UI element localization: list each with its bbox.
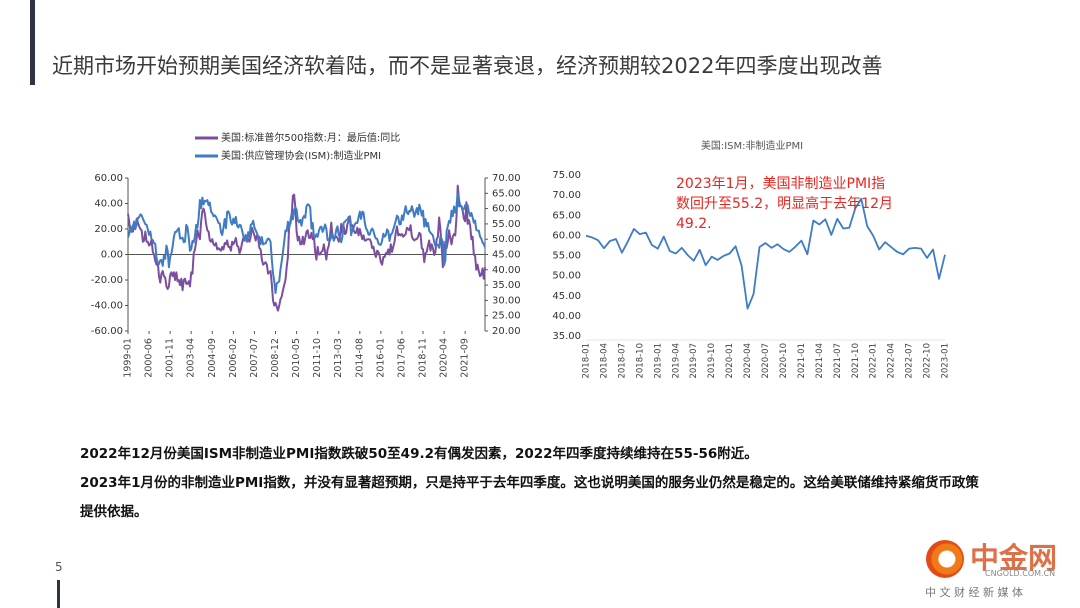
y-tick-label: -40.00 — [91, 301, 123, 312]
y2-tick-label: 20.00 — [492, 326, 521, 337]
y-tick-label: 20.00 — [94, 224, 123, 235]
y2-tick-label: 70.00 — [492, 173, 521, 184]
series-line — [585, 197, 946, 310]
y-tick-label: 60.00 — [552, 230, 581, 241]
x-tick-label: 2018-10 — [635, 343, 645, 379]
x-tick-label: 2019-04 — [671, 343, 681, 379]
x-tick-label: 2016-01 — [375, 338, 386, 378]
y-tick-label: 70.00 — [552, 190, 581, 201]
x-tick-label: 2018-01 — [582, 343, 592, 379]
x-tick-label: 2019-01 — [653, 343, 663, 379]
x-tick-label: 2020-07 — [761, 343, 771, 379]
x-tick-label: 2022-10 — [923, 343, 933, 379]
x-tick-label: 2021-07 — [833, 343, 843, 379]
x-tick-label: 2022-01 — [869, 343, 879, 379]
x-tick-label: 2021-10 — [851, 343, 861, 379]
x-tick-label: 1999-01 — [123, 338, 134, 378]
y-tick-label: 55.00 — [552, 251, 581, 262]
x-tick-label: 2011-10 — [312, 338, 323, 378]
legend-label: 美国:标准普尔500指数:月：最后值:同比 — [221, 131, 400, 144]
x-tick-label: 2017-06 — [396, 338, 407, 378]
x-tick-label: 2007-07 — [249, 338, 260, 378]
paragraph: 2023年1月份的非制造业PMI指数，并没有显著超预期，只是持平于去年四季度。这… — [80, 475, 979, 520]
paragraph: 2022年12月份美国ISM非制造业PMI指数跌破50至49.2有偶发因素，20… — [80, 446, 758, 462]
x-tick-label: 2021-01 — [797, 343, 807, 379]
x-tick-label: 2020-01 — [725, 343, 735, 379]
watermark-tagline: 中 文 财 经 新 媒 体 — [925, 586, 1023, 599]
series-line — [127, 193, 486, 295]
x-tick-label: 2022-07 — [905, 343, 915, 379]
x-tick-label: 2001-11 — [165, 338, 176, 378]
x-tick-label: 2018-11 — [418, 338, 429, 378]
y-tick-label: 40.00 — [552, 311, 581, 322]
y2-tick-label: 40.00 — [492, 265, 521, 276]
x-tick-label: 2010-05 — [291, 338, 302, 378]
x-tick-label: 2003-04 — [186, 338, 197, 378]
x-tick-label: 2021-09 — [460, 338, 471, 378]
legend-label: 美国:供应管理协会(ISM):制造业PMI — [221, 149, 381, 162]
y2-tick-label: 35.00 — [492, 280, 521, 291]
series-line — [127, 184, 486, 312]
y-tick-label: 35.00 — [552, 331, 581, 342]
x-tick-label: 2000-06 — [144, 338, 155, 378]
y-tick-label: 75.00 — [552, 170, 581, 181]
y-tick-label: -20.00 — [91, 275, 123, 286]
annotation: 2023年1月，美国非制造业PMI指 — [676, 176, 885, 192]
x-tick-label: 2020-04 — [439, 338, 450, 378]
annotation: 49.2. — [676, 216, 712, 232]
page-number: 5 — [55, 560, 63, 574]
y2-tick-label: 55.00 — [492, 219, 521, 230]
x-tick-label: 2008-12 — [270, 338, 281, 378]
y2-tick-label: 30.00 — [492, 295, 521, 306]
y-tick-label: 60.00 — [94, 173, 123, 184]
annotation: 数回升至55.2，明显高于去年12月 — [676, 195, 893, 212]
x-tick-label: 2004-09 — [207, 338, 218, 378]
y2-tick-label: 45.00 — [492, 250, 521, 261]
x-tick-label: 2019-10 — [707, 343, 717, 379]
x-tick-label: 2018-04 — [599, 343, 609, 379]
slide-title: 近期市场开始预期美国经济软着陆，而不是显著衰退，经济预期较2022年四季度出现改… — [52, 54, 883, 78]
x-tick-label: 2020-04 — [743, 343, 753, 379]
y2-tick-label: 60.00 — [492, 204, 521, 215]
x-tick-label: 2018-07 — [617, 343, 627, 379]
footer-bar — [57, 580, 60, 608]
y-tick-label: 50.00 — [552, 271, 581, 282]
y-tick-label: 65.00 — [552, 210, 581, 221]
chart-title: 美国:ISM:非制造业PMI — [701, 139, 803, 152]
watermark-logo — [926, 540, 964, 578]
watermark-site: CNGOLD.COM.CN — [985, 569, 1056, 578]
x-tick-label: 2021-04 — [815, 343, 825, 379]
y2-tick-label: 65.00 — [492, 188, 521, 199]
x-tick-label: 2020-10 — [779, 343, 789, 379]
x-tick-label: 2019-07 — [689, 343, 699, 379]
x-tick-label: 2013-03 — [333, 338, 344, 378]
accent-bar — [30, 0, 35, 85]
y-tick-label: -60.00 — [91, 326, 123, 337]
watermark-name: 中金网 — [970, 541, 1058, 575]
x-tick-label: 2006-02 — [228, 338, 239, 378]
y2-tick-label: 50.00 — [492, 234, 521, 245]
y-tick-label: 40.00 — [94, 199, 123, 210]
y-tick-label: 45.00 — [552, 291, 581, 302]
x-tick-label: 2014-08 — [354, 338, 365, 378]
x-tick-label: 2023-01 — [941, 343, 951, 379]
y2-tick-label: 25.00 — [492, 311, 521, 322]
y-tick-label: 0.00 — [101, 250, 123, 261]
x-tick-label: 2022-04 — [887, 343, 897, 379]
